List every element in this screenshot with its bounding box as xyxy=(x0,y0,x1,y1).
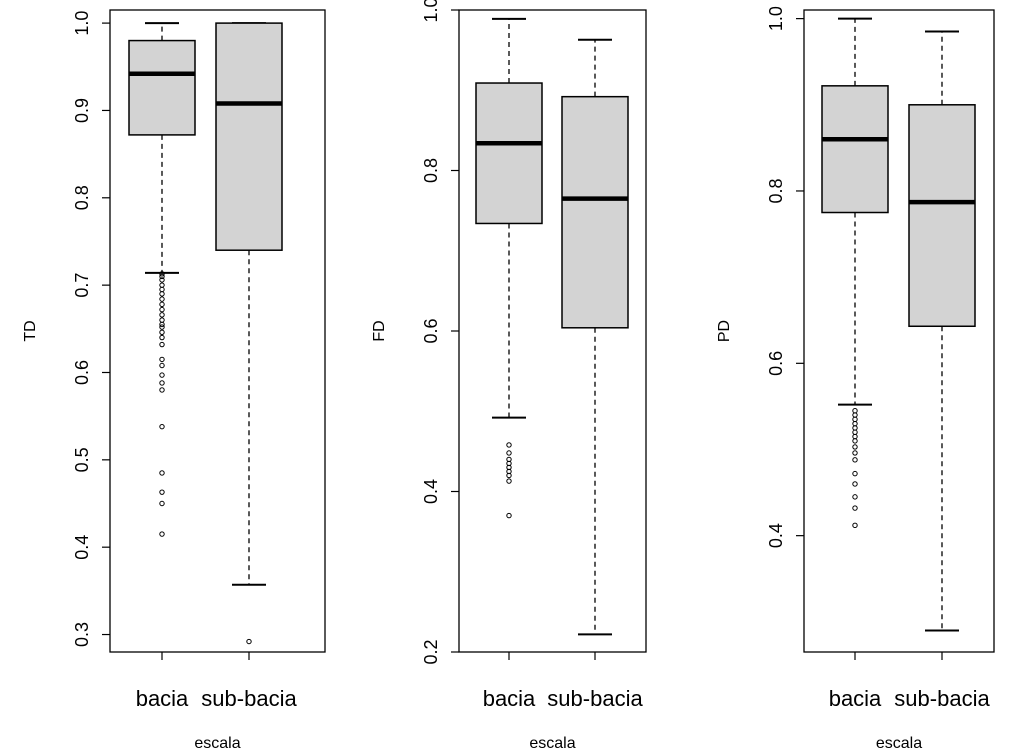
outlier-point xyxy=(852,429,858,435)
x-tick-label: sub-bacia xyxy=(894,686,990,711)
x-tick-label: bacia xyxy=(829,686,882,711)
box-bacia: bacia xyxy=(475,17,543,711)
outlier-point xyxy=(852,444,858,450)
outlier-point xyxy=(159,312,165,318)
outlier-point xyxy=(159,500,165,507)
y-axis-label: FD xyxy=(371,320,388,341)
outlier-point xyxy=(852,450,858,456)
outlier-point xyxy=(159,291,165,297)
plot-frame xyxy=(109,9,326,653)
y-tick-label: 0.9 xyxy=(72,98,92,123)
x-tick-label: sub-bacia xyxy=(201,686,297,711)
outlier-point xyxy=(852,505,858,511)
outlier-point xyxy=(159,380,165,386)
y-tick-label: 0.8 xyxy=(766,178,786,203)
iqr-box xyxy=(908,104,976,328)
outlier-point xyxy=(506,442,512,448)
outlier-point xyxy=(852,416,858,423)
outlier-point xyxy=(159,387,165,393)
outlier-point xyxy=(159,273,165,280)
x-axis-label: escala xyxy=(194,735,240,752)
outlier-point xyxy=(159,296,165,302)
y-tick-label: 1.0 xyxy=(421,0,441,23)
plot-frame xyxy=(803,9,995,653)
outlier-point xyxy=(852,494,858,500)
outlier-point xyxy=(159,329,165,336)
outlier-point xyxy=(159,306,165,313)
outlier-point xyxy=(159,531,165,537)
outlier-point xyxy=(852,522,858,529)
y-tick-label: 0.8 xyxy=(72,185,92,210)
x-tick-label: bacia xyxy=(136,686,189,711)
iqr-box xyxy=(561,95,629,329)
outlier-point xyxy=(852,425,858,431)
outlier-point xyxy=(246,638,252,645)
outlier-point xyxy=(159,356,165,363)
y-tick-label: 0.7 xyxy=(72,273,92,298)
y-tick-label: 0.3 xyxy=(72,622,92,647)
outlier-point xyxy=(159,362,165,369)
outlier-point xyxy=(159,324,165,330)
outlier-point xyxy=(159,489,165,495)
panel-td: 0.3 0.4 0.5 0.6 0.7 0.8 0.9 1.0 TD escala bacia sub… xyxy=(22,9,326,752)
y-tick-label: 0.6 xyxy=(766,351,786,376)
outlier-point xyxy=(852,481,858,487)
y-tick-label: 0.4 xyxy=(766,523,786,548)
box-sub-bacia: sub-bacia xyxy=(894,30,990,711)
outlier-point xyxy=(159,334,165,341)
box-bacia: bacia xyxy=(821,17,889,711)
outlier-point xyxy=(852,420,858,427)
iqr-box xyxy=(475,82,543,225)
iqr-box xyxy=(128,39,196,136)
y-tick-label: 0.2 xyxy=(421,639,441,664)
outlier-point xyxy=(159,301,165,308)
y-axis-label: TD xyxy=(22,320,39,341)
outlier-point xyxy=(159,282,165,288)
y-tick-label: 0.4 xyxy=(72,535,92,560)
outlier-point xyxy=(506,478,512,484)
outlier-point xyxy=(506,472,512,479)
outlier-point xyxy=(159,286,165,293)
x-tick-label: sub-bacia xyxy=(547,686,643,711)
outlier-point xyxy=(852,457,858,463)
panel-pd: 0.4 0.6 0.8 1.0 PD escala bacia sub-bacia xyxy=(716,6,995,752)
outlier-point xyxy=(159,470,165,476)
outlier-point xyxy=(852,412,858,418)
y-tick-label: 0.8 xyxy=(421,158,441,183)
box-bacia: bacia xyxy=(128,22,196,711)
outlier-point xyxy=(159,317,165,323)
box-sub-bacia: sub-bacia xyxy=(201,22,297,711)
outlier-point xyxy=(159,341,165,348)
outlier-point xyxy=(852,433,858,440)
iqr-box xyxy=(821,85,889,214)
outlier-point xyxy=(159,277,165,283)
box-sub-bacia: sub-bacia xyxy=(547,38,643,711)
outlier-point xyxy=(159,423,165,430)
outlier-point xyxy=(852,438,858,444)
y-tick-label: 1.0 xyxy=(72,11,92,36)
y-axis-label: PD xyxy=(716,320,733,342)
x-axis-label: escala xyxy=(529,735,575,752)
y-tick-label: 0.6 xyxy=(72,360,92,385)
outlier-point xyxy=(852,470,858,477)
outlier-point xyxy=(852,408,858,414)
panel-fd: 0.2 0.4 0.6 0.8 1.0 FD escala bacia sub-bacia xyxy=(371,0,647,752)
outlier-point xyxy=(159,321,165,328)
y-tick-label: 0.4 xyxy=(421,479,441,504)
x-tick-label: bacia xyxy=(483,686,536,711)
outlier-point xyxy=(506,512,512,519)
outlier-point xyxy=(159,271,165,277)
x-axis-label: escala xyxy=(876,735,922,752)
iqr-box xyxy=(215,22,283,251)
y-tick-label: 0.5 xyxy=(72,447,92,472)
y-tick-label: 0.6 xyxy=(421,318,441,343)
y-tick-label: 1.0 xyxy=(766,6,786,31)
outlier-point xyxy=(159,372,165,378)
outlier-point xyxy=(506,450,512,456)
